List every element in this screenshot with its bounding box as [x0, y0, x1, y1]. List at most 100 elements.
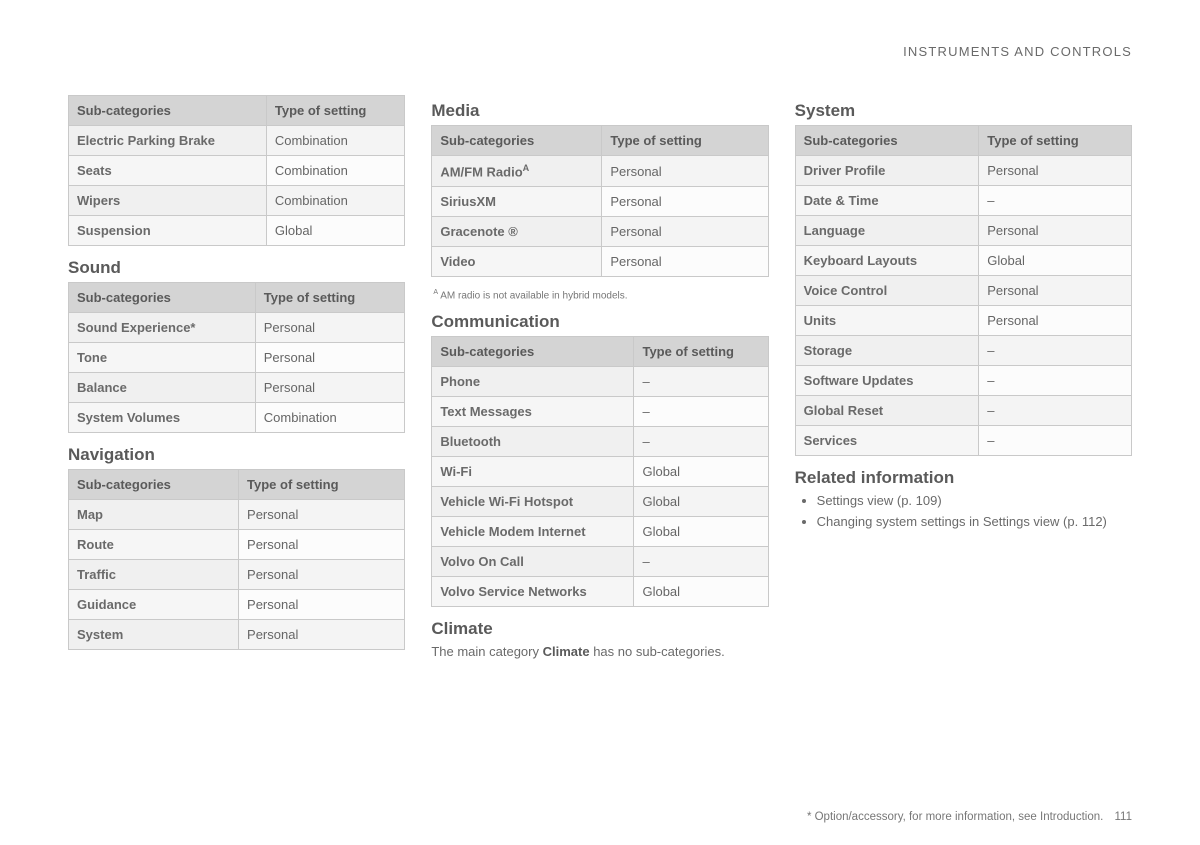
- table-row: Volvo Service NetworksGlobal: [432, 576, 768, 606]
- table-cell-type: Personal: [602, 187, 768, 217]
- related-list: Settings view (p. 109)Changing system se…: [795, 492, 1132, 530]
- table-row: Volvo On Call–: [432, 546, 768, 576]
- table-cell-cat: Traffic: [69, 560, 239, 590]
- table-cell-cat: Text Messages: [432, 396, 634, 426]
- table-row: GuidancePersonal: [69, 590, 405, 620]
- table-cell-cat: Tone: [69, 343, 256, 373]
- table-row: SystemPersonal: [69, 620, 405, 650]
- table-row: MapPersonal: [69, 500, 405, 530]
- table-header-type: Type of setting: [255, 283, 405, 313]
- settings-table: Sub-categoriesType of settingSound Exper…: [68, 282, 405, 433]
- table-cell-type: Personal: [239, 500, 405, 530]
- table-cell-cat: Services: [795, 426, 979, 456]
- table-cell-type: Personal: [239, 530, 405, 560]
- table-row: Electric Parking BrakeCombination: [69, 126, 405, 156]
- content-columns: Sub-categoriesType of settingElectric Pa…: [68, 95, 1132, 670]
- table-cell-cat: Units: [795, 306, 979, 336]
- table-cell-cat: Storage: [795, 336, 979, 366]
- settings-table: Sub-categoriesType of settingPhone–Text …: [431, 336, 768, 607]
- table-cell-cat: Guidance: [69, 590, 239, 620]
- table-cell-type: –: [979, 366, 1132, 396]
- table-cell-cat: Seats: [69, 156, 267, 186]
- table-row: Services–: [795, 426, 1131, 456]
- table-row: LanguagePersonal: [795, 216, 1131, 246]
- table-cell-cat: Driver Profile: [795, 156, 979, 186]
- table-cell-type: Personal: [602, 217, 768, 247]
- table-cell-cat: System: [69, 620, 239, 650]
- table-cell-type: Personal: [255, 373, 405, 403]
- section-title: Sound: [68, 258, 405, 278]
- table-cell-cat: Sound Experience*: [69, 313, 256, 343]
- table-cell-cat: Balance: [69, 373, 256, 403]
- table-cell-cat: Volvo Service Networks: [432, 576, 634, 606]
- table-row: UnitsPersonal: [795, 306, 1131, 336]
- section-title: Media: [431, 101, 768, 121]
- table-cell-type: Personal: [255, 313, 405, 343]
- table-cell-type: –: [634, 396, 768, 426]
- table-header-cat: Sub-categories: [69, 283, 256, 313]
- section-title: System: [795, 101, 1132, 121]
- table-row: Vehicle Modem InternetGlobal: [432, 516, 768, 546]
- table-row: SeatsCombination: [69, 156, 405, 186]
- section-title: Navigation: [68, 445, 405, 465]
- page-header: INSTRUMENTS AND CONTROLS: [903, 44, 1132, 59]
- table-row: Date & Time–: [795, 186, 1131, 216]
- table-cell-cat: Date & Time: [795, 186, 979, 216]
- table-cell-cat: Suspension: [69, 216, 267, 246]
- table-cell-cat: Keyboard Layouts: [795, 246, 979, 276]
- table-cell-type: Personal: [979, 276, 1132, 306]
- settings-table: Sub-categoriesType of settingElectric Pa…: [68, 95, 405, 246]
- table-cell-type: –: [979, 426, 1132, 456]
- table-cell-cat: SiriusXM: [432, 187, 602, 217]
- table-cell-type: –: [979, 396, 1132, 426]
- table-header-cat: Sub-categories: [432, 126, 602, 156]
- table-row: TrafficPersonal: [69, 560, 405, 590]
- table-row: Text Messages–: [432, 396, 768, 426]
- table-cell-type: Personal: [979, 156, 1132, 186]
- table-header-type: Type of setting: [266, 96, 404, 126]
- table-cell-cat: Vehicle Modem Internet: [432, 516, 634, 546]
- table-row: Storage–: [795, 336, 1131, 366]
- table-cell-type: –: [634, 546, 768, 576]
- table-cell-type: Personal: [979, 306, 1132, 336]
- table-cell-type: Combination: [266, 126, 404, 156]
- table-cell-type: –: [979, 336, 1132, 366]
- column-3: SystemSub-categoriesType of settingDrive…: [795, 95, 1132, 670]
- table-cell-cat: Software Updates: [795, 366, 979, 396]
- table-cell-cat: Language: [795, 216, 979, 246]
- table-cell-cat: Voice Control: [795, 276, 979, 306]
- table-row: Bluetooth–: [432, 426, 768, 456]
- climate-text: The main category Climate has no sub-cat…: [431, 643, 768, 661]
- table-cell-type: Global: [266, 216, 404, 246]
- table-cell-type: Global: [634, 486, 768, 516]
- page-number: 111: [1115, 811, 1132, 823]
- table-cell-type: Combination: [266, 186, 404, 216]
- table-header-type: Type of setting: [979, 126, 1132, 156]
- table-row: System VolumesCombination: [69, 403, 405, 433]
- table-cell-type: –: [634, 366, 768, 396]
- table-cell-cat: Gracenote ®: [432, 217, 602, 247]
- table-cell-cat: Phone: [432, 366, 634, 396]
- table-cell-type: Combination: [266, 156, 404, 186]
- related-item: Settings view (p. 109): [817, 492, 1132, 510]
- table-row: Driver ProfilePersonal: [795, 156, 1131, 186]
- settings-table: Sub-categoriesType of settingAM/FM Radio…: [431, 125, 768, 277]
- table-header-type: Type of setting: [602, 126, 768, 156]
- page-footer: * Option/accessory, for more information…: [807, 811, 1132, 823]
- table-header-cat: Sub-categories: [69, 96, 267, 126]
- section-title-climate: Climate: [431, 619, 768, 639]
- table-cell-cat: Route: [69, 530, 239, 560]
- table-header-type: Type of setting: [239, 470, 405, 500]
- table-row: Gracenote ®Personal: [432, 217, 768, 247]
- table-cell-type: Combination: [255, 403, 405, 433]
- table-header-type: Type of setting: [634, 336, 768, 366]
- table-row: TonePersonal: [69, 343, 405, 373]
- table-cell-cat: Electric Parking Brake: [69, 126, 267, 156]
- table-row: Software Updates–: [795, 366, 1131, 396]
- table-row: Keyboard LayoutsGlobal: [795, 246, 1131, 276]
- table-row: AM/FM RadioAPersonal: [432, 156, 768, 187]
- table-cell-type: Global: [634, 456, 768, 486]
- column-2: MediaSub-categoriesType of settingAM/FM …: [431, 95, 768, 670]
- table-cell-cat: Wi-Fi: [432, 456, 634, 486]
- table-row: Global Reset–: [795, 396, 1131, 426]
